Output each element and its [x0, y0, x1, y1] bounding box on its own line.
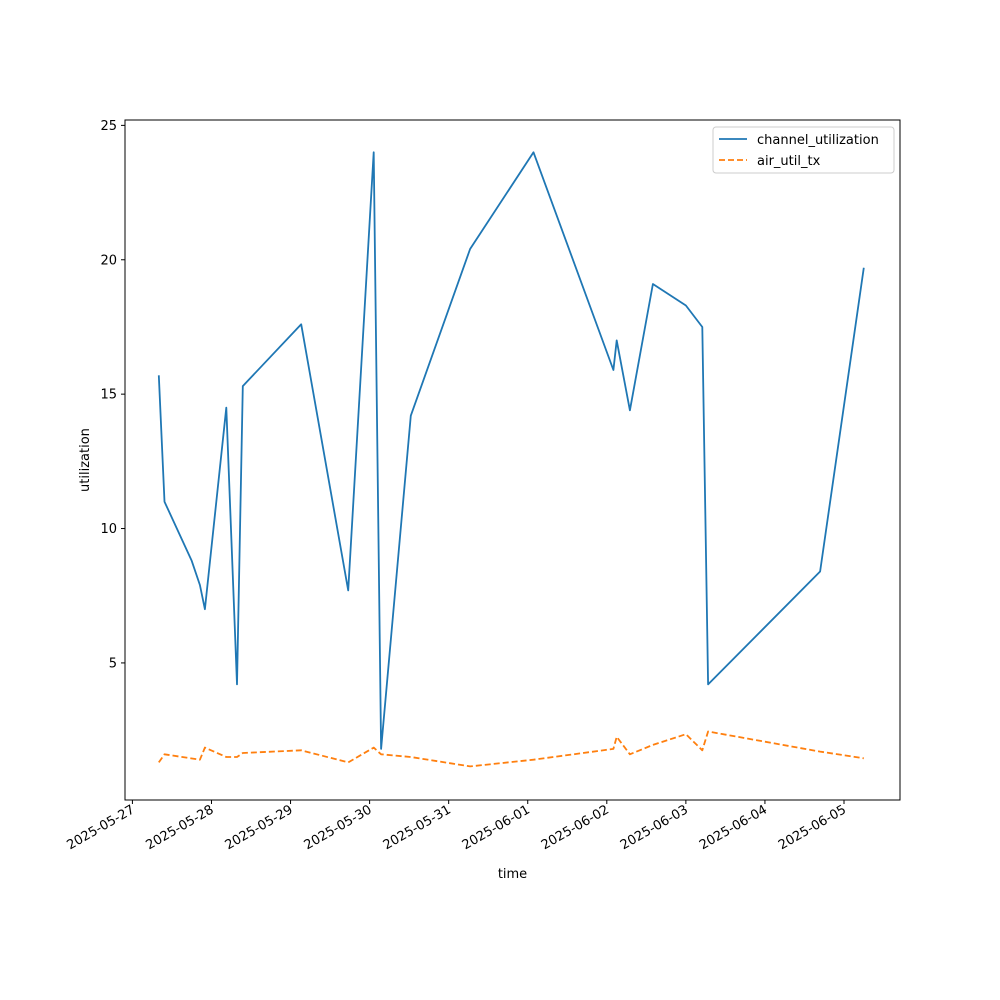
x-tick-label: 2025-05-29 [223, 802, 296, 853]
y-tick-label: 5 [109, 656, 117, 671]
x-tick-label: 2025-05-30 [302, 802, 375, 853]
x-tick-label: 2025-05-31 [381, 802, 454, 853]
plot-frame [124, 119, 901, 801]
legend-label-channel-utilization: channel_utilization [757, 133, 879, 148]
x-tick-label: 2025-06-02 [539, 802, 612, 853]
plot-area [157, 151, 865, 768]
series-line-channel-utilization [157, 151, 865, 750]
y-tick-label: 25 [100, 119, 117, 134]
x-axis-label: time [498, 867, 527, 882]
x-tick-label: 2025-06-03 [618, 802, 691, 853]
x-tick-label: 2025-06-05 [776, 802, 849, 853]
y-tick-label: 15 [100, 388, 117, 403]
y-tick-label: 20 [100, 253, 117, 268]
y-tick-label: 10 [100, 522, 117, 537]
legend-label-air-util-tx: air_util_tx [757, 154, 821, 169]
series-line-air-util-tx [158, 730, 864, 768]
y-axis-label: utilization [78, 428, 93, 492]
legend-box [712, 126, 895, 174]
x-tick-label: 2025-05-28 [144, 802, 217, 853]
x-tick-label: 2025-06-01 [460, 802, 533, 853]
legend: channel_utilization air_util_tx [712, 126, 895, 174]
x-tick-label: 2025-06-04 [697, 802, 770, 853]
x-tick-label: 2025-05-27 [64, 802, 137, 853]
